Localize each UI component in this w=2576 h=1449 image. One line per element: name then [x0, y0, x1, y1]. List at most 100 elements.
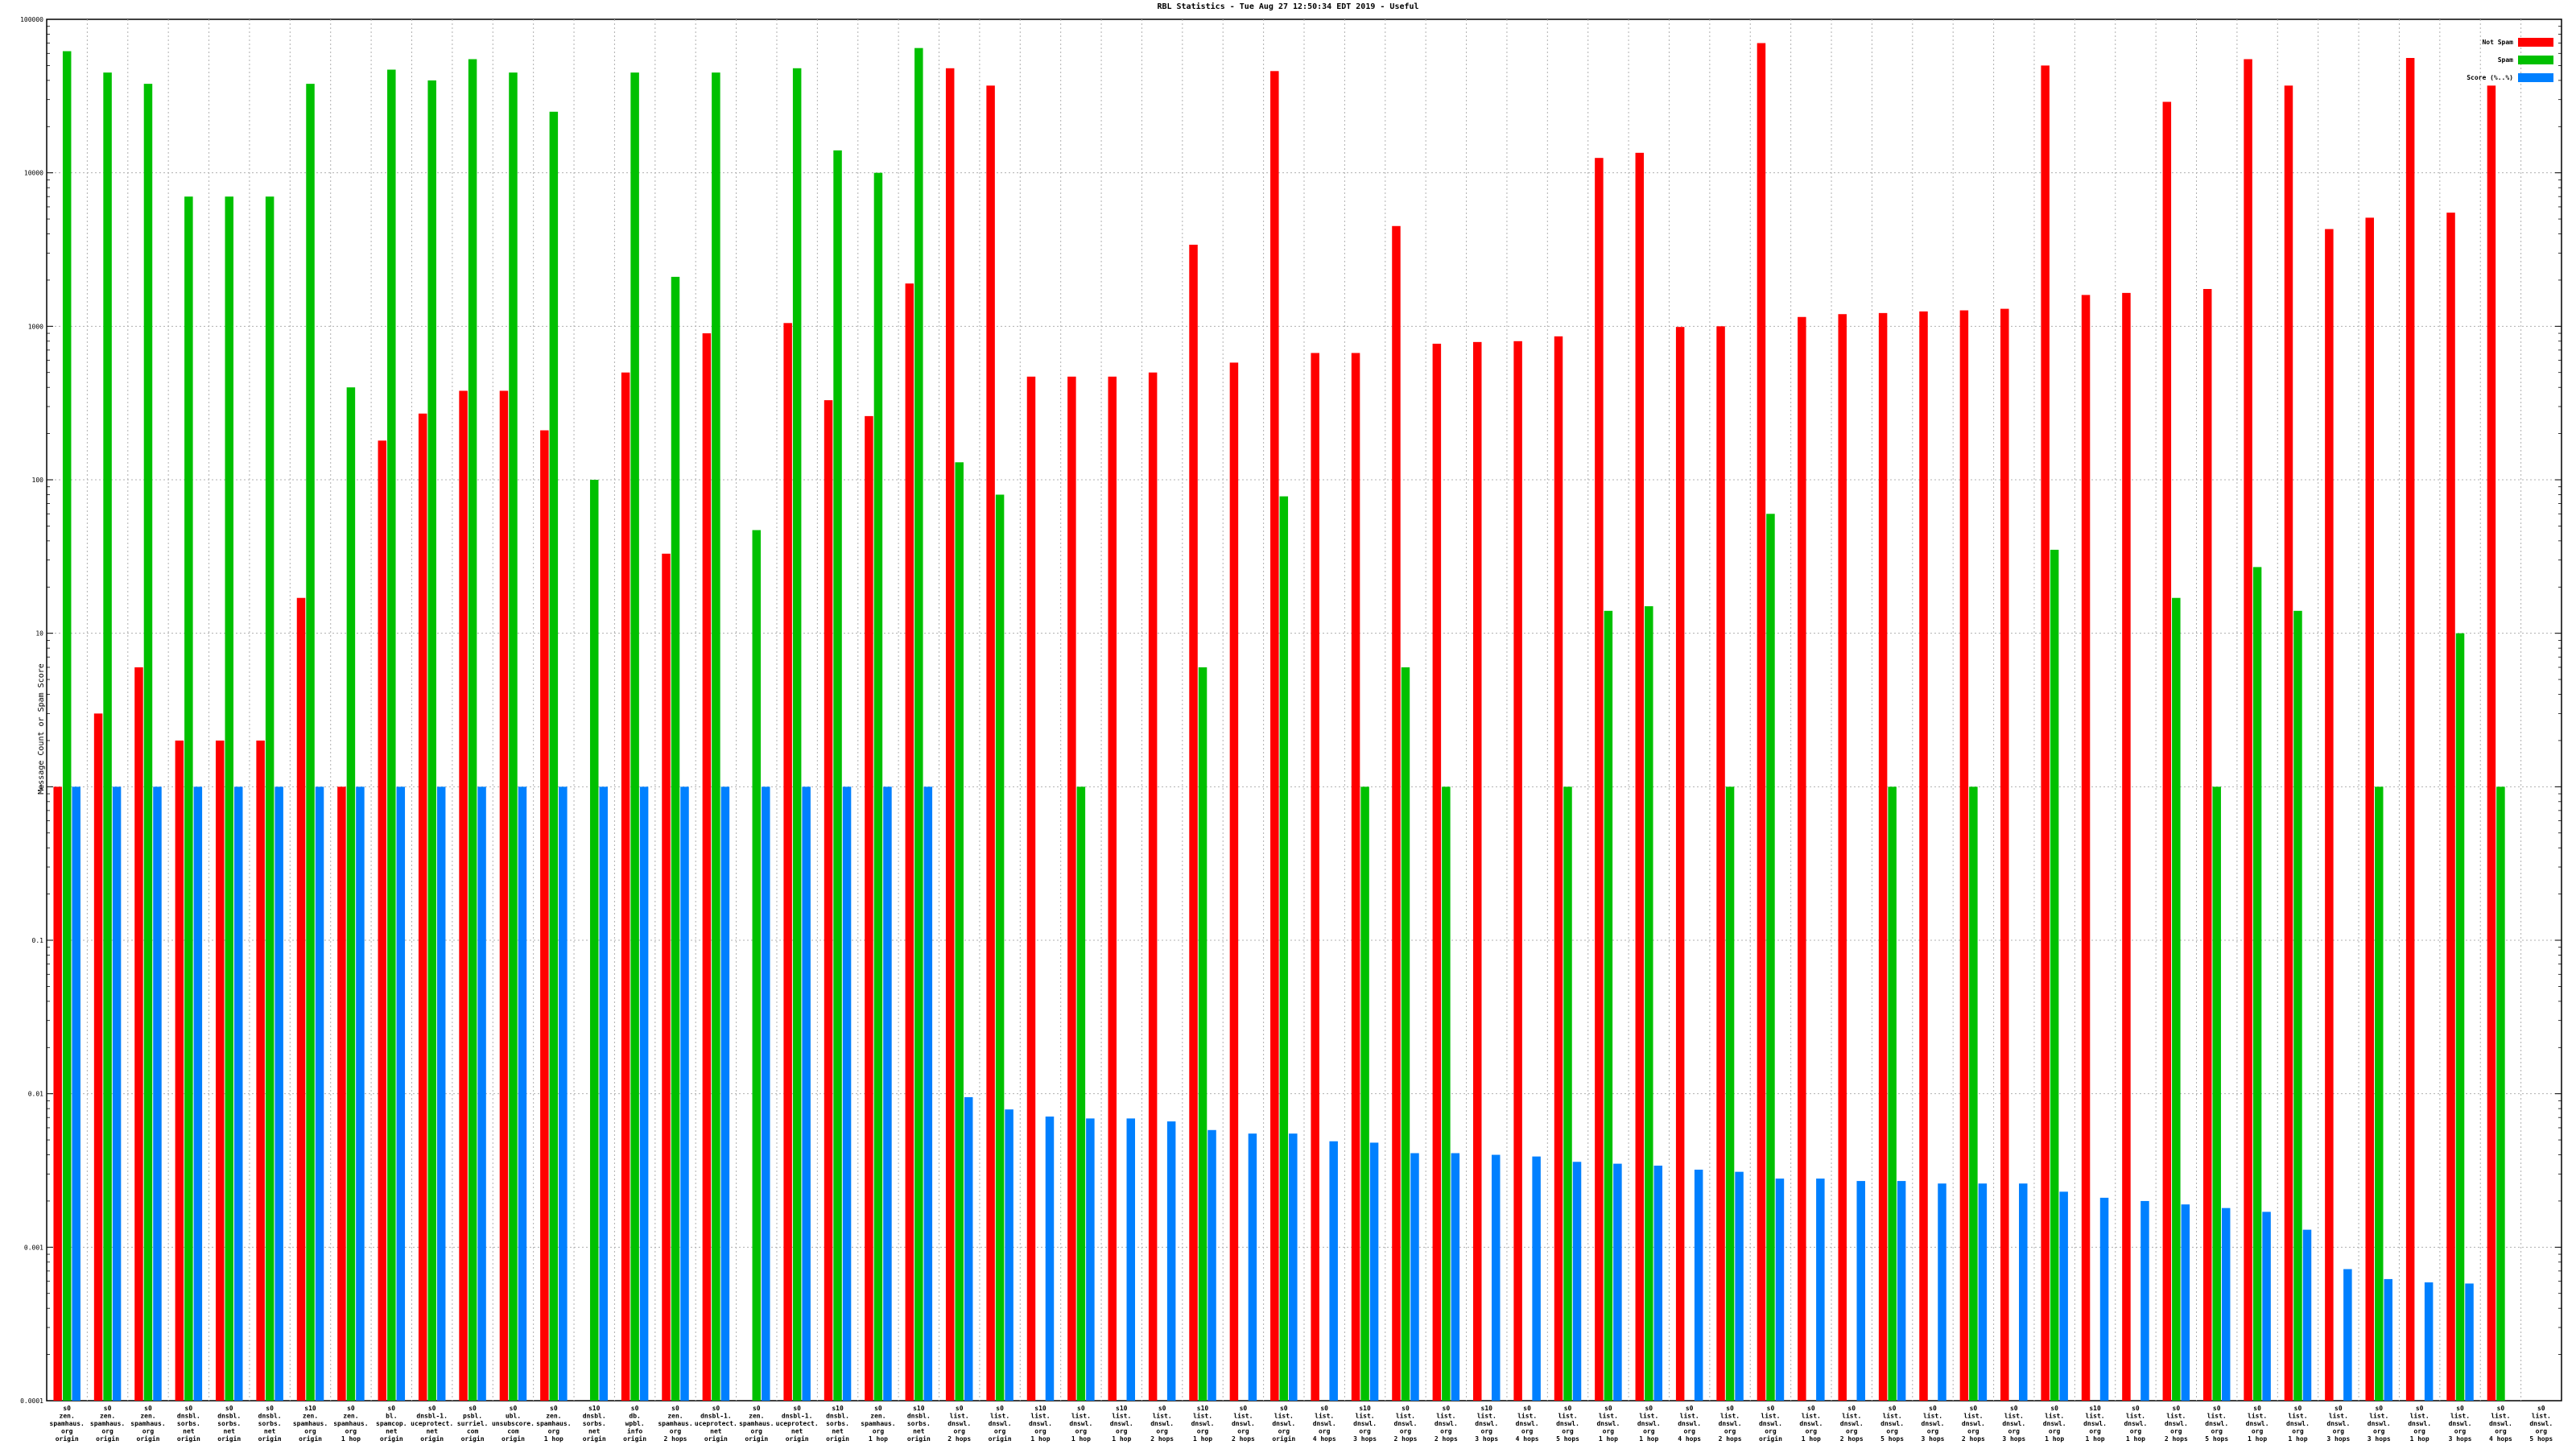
bar-score-	[1775, 1179, 1785, 1401]
bar-score-	[1045, 1117, 1055, 1401]
bar-score-	[1491, 1154, 1501, 1401]
legend-swatch	[2518, 56, 2553, 64]
bar-not-spam	[2405, 58, 2415, 1401]
bar-not-spam	[215, 740, 225, 1401]
x-tick-label: s0 list. dnswl. org 1 hop	[2124, 1405, 2147, 1443]
bar-not-spam	[1229, 362, 1239, 1402]
bar-not-spam	[1189, 244, 1198, 1401]
bar-score-	[2424, 1282, 2434, 1401]
bar-spam	[792, 68, 802, 1402]
legend-swatch	[2518, 38, 2553, 47]
x-tick-label: s0 list. dnswl. org 1 hop	[1069, 1405, 1092, 1443]
x-tick-label: s0 zen. spamhaus. org 1 hop	[333, 1405, 368, 1443]
bar-score-	[923, 786, 933, 1401]
bar-score-	[1248, 1133, 1257, 1401]
bar-spam	[346, 387, 356, 1401]
x-tick-label: s0 list. dnswl. org 1 hop	[1799, 1405, 1823, 1443]
legend-label: Score (%..%)	[2467, 74, 2513, 81]
bar-score-	[2019, 1183, 2028, 1401]
x-tick-label: s10 zen. spamhaus. org origin	[293, 1405, 328, 1443]
bar-spam	[1725, 786, 1735, 1401]
x-tick-label: s0 zen. spamhaus. org 1 hop	[861, 1405, 895, 1443]
bar-spam	[2496, 786, 2505, 1401]
bar-not-spam	[93, 713, 103, 1401]
x-tick-label: s0 bl. spamcop. net origin	[376, 1405, 407, 1443]
x-tick-label: s10 dnsbl. sorbs. net origin	[583, 1405, 606, 1443]
bar-spam	[2252, 567, 2262, 1402]
bar-not-spam	[378, 440, 387, 1401]
bar-score-	[1086, 1118, 1095, 1401]
bar-score-	[842, 786, 852, 1401]
bar-not-spam	[2122, 292, 2131, 1401]
x-tick-label: s10 dnsbl. sorbs. net origin	[826, 1405, 849, 1443]
x-tick-label: s0 list. dnswl. org 5 hops	[1880, 1405, 1904, 1443]
bar-score-	[1735, 1171, 1744, 1401]
bar-not-spam	[824, 400, 833, 1401]
bar-spam	[630, 72, 639, 1401]
bar-score-	[559, 786, 568, 1401]
bar-spam	[752, 530, 762, 1401]
y-tick-label: 0.001	[24, 1244, 43, 1251]
bar-score-	[1816, 1179, 1825, 1401]
x-tick-label: s0 list. dnswl. org origin	[1272, 1405, 1295, 1443]
bar-spam	[1969, 786, 1978, 1401]
bar-score-	[1166, 1121, 1176, 1401]
bar-not-spam	[1513, 341, 1522, 1402]
bar-spam	[2455, 633, 2465, 1401]
bar-spam	[103, 72, 112, 1401]
bar-score-	[2262, 1212, 2271, 1401]
bar-not-spam	[1554, 336, 1563, 1402]
x-tick-label: s0 dnsbl-1. uceprotect. net origin	[411, 1405, 453, 1443]
bar-not-spam	[2041, 65, 2050, 1402]
bar-score-	[2384, 1278, 2393, 1401]
bar-spam	[225, 196, 233, 1402]
x-tick-label: s10 list. dnswl. org 1 hop	[1029, 1405, 1052, 1443]
bar-not-spam	[2446, 213, 2455, 1401]
bar-not-spam	[2202, 288, 2212, 1401]
x-tick-label: s0 zen. spamhaus. org origin	[50, 1405, 85, 1443]
bar-spam	[265, 196, 275, 1402]
bar-score-	[1653, 1165, 1663, 1401]
bar-spam	[468, 59, 477, 1402]
bar-spam	[1888, 786, 1897, 1401]
bar-score-	[2343, 1269, 2352, 1401]
bar-score-	[1289, 1133, 1298, 1401]
x-tick-label: s0 list. dnswl. org 2 hops	[1150, 1405, 1174, 1443]
legend-swatch	[2518, 73, 2553, 82]
bar-score-	[233, 786, 243, 1401]
bar-score-	[2099, 1197, 2109, 1401]
x-tick-label: s10 list. dnswl. org 1 hop	[1110, 1405, 1133, 1443]
x-tick-label: s0 zen. spamhaus. org origin	[130, 1405, 165, 1443]
bar-not-spam	[1595, 158, 1604, 1401]
bar-score-	[1694, 1170, 1703, 1401]
bar-score-	[2140, 1200, 2149, 1401]
bar-not-spam	[2365, 217, 2375, 1401]
bar-spam	[1645, 606, 1653, 1401]
x-tick-label: s0 list. dnswl. org 1 hop	[1637, 1405, 1661, 1443]
x-tick-label: s10 dnsbl. sorbs. net origin	[907, 1405, 931, 1443]
bar-spam	[427, 80, 436, 1401]
bar-not-spam	[1959, 310, 1969, 1402]
bar-spam	[712, 72, 720, 1401]
bar-spam	[1279, 496, 1289, 1401]
bar-score-	[518, 786, 527, 1401]
bar-not-spam	[783, 323, 792, 1402]
bar-not-spam	[1757, 43, 1766, 1401]
bar-spam	[914, 47, 923, 1402]
x-tick-label: s10 list. dnswl. org 1 hop	[2083, 1405, 2107, 1443]
bar-not-spam	[1067, 376, 1076, 1402]
x-tick-label: s0 dnsbl-1. uceprotect. net origin	[776, 1405, 819, 1443]
bar-not-spam	[1878, 312, 1888, 1401]
x-tick-label: s0 psbl. surriel. com origin	[457, 1405, 489, 1443]
bar-score-	[762, 786, 770, 1401]
x-tick-label: s0 list. dnswl. org 5 hops	[1556, 1405, 1579, 1443]
bar-not-spam	[865, 415, 873, 1401]
bar-score-	[1897, 1181, 1906, 1401]
bar-not-spam	[2325, 229, 2334, 1401]
x-tick-label: s0 list. dnswl. org 2 hops	[2165, 1405, 2188, 1443]
bar-spam	[1076, 786, 1086, 1401]
bar-score-	[1208, 1129, 1216, 1401]
x-tick-label: s0 db. wpbl. info origin	[623, 1405, 646, 1443]
bar-score-	[315, 786, 324, 1401]
